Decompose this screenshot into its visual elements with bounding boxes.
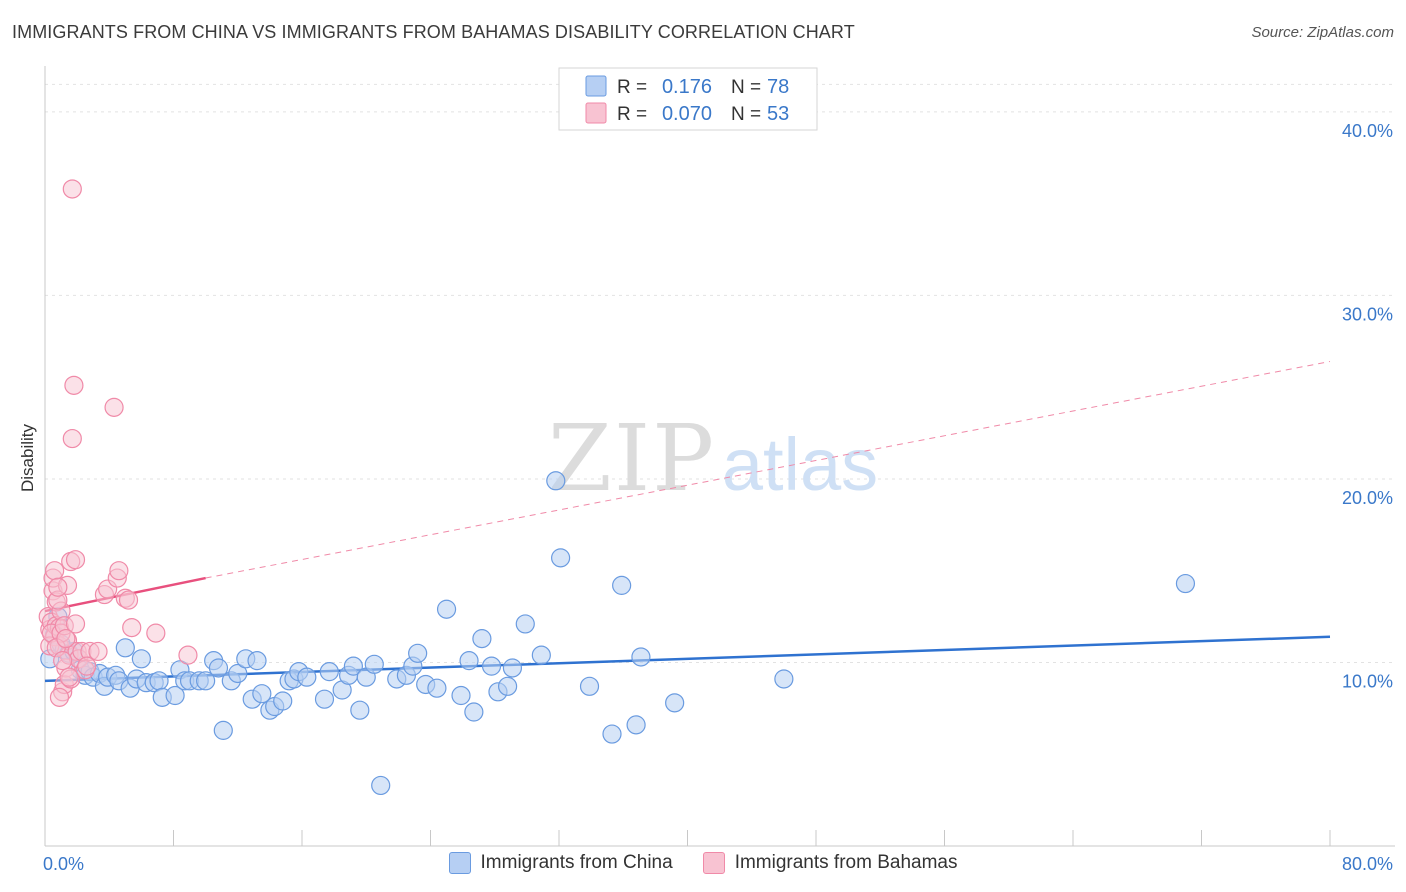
- china-point: [427, 678, 447, 698]
- series-china-points: [40, 471, 1196, 796]
- china-point: [626, 715, 646, 735]
- china-point: [228, 663, 248, 684]
- china-point: [297, 667, 317, 687]
- china-point: [350, 700, 370, 720]
- china-point: [208, 658, 229, 678]
- china-point: [631, 647, 651, 667]
- x-tick-label-min: 0.0%: [43, 854, 84, 874]
- bahamas-point: [88, 641, 108, 662]
- y-tick-label-30: 30.0%: [1342, 304, 1393, 324]
- bahamas-point: [62, 179, 82, 199]
- china-point: [451, 685, 471, 706]
- china-point: [464, 702, 484, 722]
- bahamas-point: [59, 667, 79, 687]
- china-point: [131, 649, 151, 669]
- trend-line-bahamas-extension: [205, 360, 1331, 579]
- series-bahamas-points: [38, 179, 198, 707]
- bahamas-point: [109, 561, 129, 581]
- x-tick-labels: 0.0% 80.0%: [43, 854, 1393, 874]
- chart-title: IMMIGRANTS FROM CHINA VS IMMIGRANTS FROM…: [12, 22, 855, 42]
- gridlines: [45, 83, 1395, 663]
- china-point: [551, 548, 571, 568]
- china-point: [436, 599, 457, 619]
- stats-r-value-china: 0.176: [662, 76, 712, 98]
- stats-n-value-bahamas: 53: [767, 103, 789, 125]
- china-point: [665, 693, 685, 713]
- legend-label-bahamas: Immigrants from Bahamas: [734, 852, 958, 873]
- china-point: [579, 676, 600, 696]
- china-point: [314, 689, 335, 709]
- bahamas-point: [62, 428, 82, 449]
- china-point: [602, 724, 622, 744]
- china-point: [481, 656, 502, 676]
- china-point: [408, 643, 428, 663]
- watermark-atlas: atlas: [722, 423, 878, 506]
- china-point: [213, 720, 233, 740]
- y-tick-label-20: 20.0%: [1342, 488, 1393, 508]
- china-point: [196, 671, 216, 691]
- china-point: [612, 575, 632, 595]
- china-point: [472, 629, 492, 649]
- stats-n-label-bahamas: N =: [731, 104, 761, 125]
- china-point: [252, 684, 272, 704]
- bahamas-point: [146, 623, 166, 643]
- china-point: [774, 669, 794, 689]
- bahamas-point: [77, 656, 97, 676]
- china-point: [459, 651, 479, 671]
- china-point: [1175, 573, 1196, 594]
- stats-n-label-china: N =: [731, 77, 761, 98]
- china-point: [502, 658, 523, 678]
- axes: [44, 66, 1395, 847]
- china-point: [546, 471, 566, 491]
- y-tick-labels: 10.0% 20.0% 30.0% 40.0%: [1342, 121, 1393, 692]
- stats-n-value-china: 78: [767, 76, 789, 98]
- bahamas-point: [65, 614, 86, 634]
- china-point: [343, 656, 363, 676]
- stats-r-value-bahamas: 0.070: [662, 103, 712, 125]
- bahamas-point: [178, 645, 198, 665]
- watermark: ZIP atlas: [548, 405, 878, 512]
- legend-item-bahamas[interactable]: Immigrants from Bahamas: [702, 852, 958, 874]
- china-point: [531, 645, 551, 665]
- stats-swatch-bahamas: [585, 102, 607, 124]
- bahamas-point: [64, 375, 84, 395]
- china-point: [498, 676, 518, 696]
- china-point: [149, 671, 169, 691]
- china-point: [515, 614, 535, 634]
- china-point: [165, 685, 185, 706]
- legend-swatch-china: [448, 852, 471, 874]
- stats-r-label-bahamas: R =: [617, 104, 647, 125]
- source-label: Source: ZipAtlas.com: [1251, 24, 1394, 41]
- bahamas-point: [122, 617, 142, 638]
- stats-swatch-china: [585, 75, 607, 97]
- china-point: [115, 638, 135, 658]
- legend-item-china[interactable]: Immigrants from China: [448, 852, 673, 874]
- legend-swatch-bahamas: [702, 852, 725, 874]
- legend-label-china: Immigrants from China: [480, 852, 673, 873]
- china-point: [319, 662, 339, 682]
- watermark-zip: ZIP: [548, 405, 716, 512]
- trend-line-china: [44, 635, 1331, 683]
- bahamas-point: [118, 590, 139, 610]
- bahamas-point: [49, 687, 70, 707]
- bahamas-point: [48, 577, 68, 597]
- y-tick-label-40: 40.0%: [1342, 121, 1393, 141]
- china-point: [247, 651, 267, 671]
- china-point: [364, 654, 384, 674]
- bottom-legend: Immigrants from China Immigrants from Ba…: [0, 852, 1406, 874]
- bahamas-point: [56, 629, 76, 649]
- stats-r-label-china: R =: [617, 77, 647, 98]
- y-axis-label: Disability: [18, 423, 37, 492]
- bahamas-point: [45, 561, 65, 581]
- stats-legend: R = 0.176 N = 78 R = 0.070 N = 53: [558, 67, 818, 131]
- bahamas-point: [65, 550, 86, 570]
- bahamas-point: [104, 397, 124, 417]
- y-tick-label-10: 10.0%: [1342, 671, 1393, 691]
- china-point: [371, 775, 391, 796]
- bahamas-point: [53, 651, 73, 671]
- china-point: [273, 691, 293, 711]
- x-tick-label-max: 80.0%: [1342, 854, 1393, 874]
